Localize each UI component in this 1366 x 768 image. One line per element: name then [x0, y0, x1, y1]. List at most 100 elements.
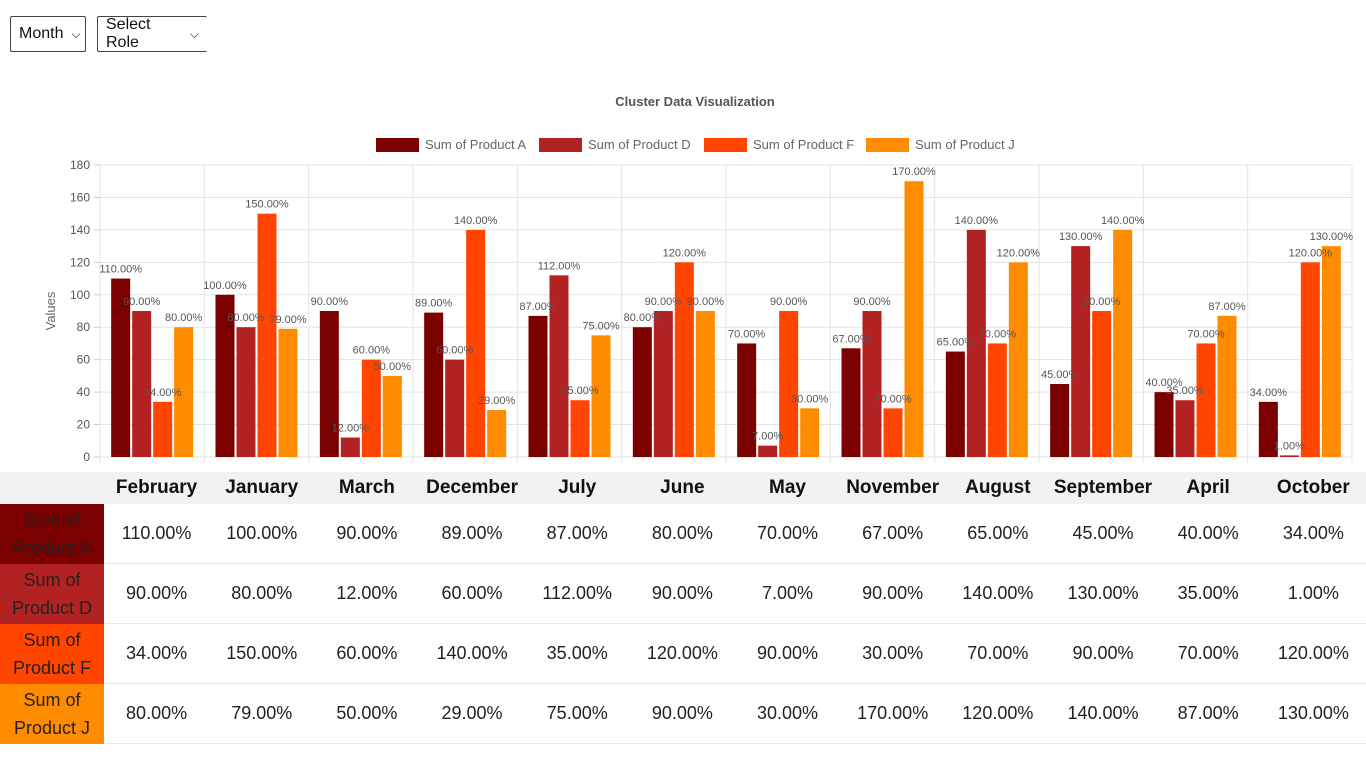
table-cell: 29.00% [419, 683, 525, 744]
table-cell: 140.00% [945, 563, 1051, 624]
bar [1300, 262, 1320, 457]
table-column-header: December [419, 472, 525, 504]
legend-label: Sum of Product A [425, 137, 526, 152]
table-cell: 80.00% [104, 683, 210, 744]
table-cell: 112.00% [524, 563, 630, 624]
bar-data-label: 90.00% [1083, 296, 1121, 308]
bar-data-label: 80.00% [624, 312, 662, 324]
bar-data-label: 70.00% [979, 328, 1017, 340]
bar [1217, 315, 1237, 457]
bar-data-label: 30.00% [791, 393, 829, 405]
table-cell: 67.00% [840, 504, 946, 564]
table-cell: 130.00% [1050, 563, 1156, 624]
table-cell: 80.00% [209, 563, 315, 624]
bar [779, 311, 799, 457]
bar [111, 278, 131, 457]
bar-data-label: 1.00% [1274, 440, 1305, 452]
bar-data-label: 67.00% [832, 333, 870, 345]
bar-data-label: 12.00% [332, 423, 370, 435]
bar [1092, 311, 1112, 457]
bar-data-label: 140.00% [1101, 215, 1145, 227]
bar-data-label: 35.00% [1166, 385, 1204, 397]
bar-data-label: 150.00% [245, 199, 289, 211]
table-cell: 90.00% [104, 563, 210, 624]
table-row: Sum of Product J 80.00% 79.00% 50.00% 29.00%… [0, 683, 1366, 744]
bar-data-label: 130.00% [1310, 231, 1354, 243]
table-column-header: March [314, 472, 420, 504]
table-row: Sum of Product A 110.00% 100.00% 90.00% 89.0… [0, 504, 1366, 564]
bar-data-label: 87.00% [519, 301, 557, 313]
bar-data-label: 70.00% [1187, 328, 1225, 340]
y-tick-label: 60 [77, 353, 91, 367]
role-select[interactable]: Select Role ⌵ [97, 16, 207, 52]
bar [1196, 343, 1216, 457]
table-cell: 110.00% [104, 504, 210, 564]
table-cell: 90.00% [629, 563, 735, 624]
data-table: February January March December July June May N… [0, 472, 1366, 744]
bar [883, 408, 903, 457]
bar-data-label: 50.00% [374, 361, 412, 373]
y-tick-label: 20 [77, 418, 91, 432]
chart-data-labels: 110.00% 90.00% 34.00% 80.00% 100.00% 80.00% 15… [99, 166, 1353, 452]
table-cell: 120.00% [629, 623, 735, 684]
bar-data-label: 100.00% [203, 280, 247, 292]
table-cell: 50.00% [314, 683, 420, 744]
table-header-row: February January March December July June May N… [0, 472, 1366, 504]
bar [132, 311, 152, 457]
table-body: Sum of Product A 110.00% 100.00% 90.00% 89.0… [0, 504, 1366, 744]
table-column-header: January [209, 472, 315, 504]
table-cell: 79.00% [209, 683, 315, 744]
table-row: Sum of Product D 90.00% 80.00% 12.00% 60.00%… [0, 563, 1366, 624]
table-column-header: August [945, 472, 1051, 504]
table-cell: 140.00% [1050, 683, 1156, 744]
table-cell: 150.00% [209, 623, 315, 684]
bar-data-label: 29.00% [478, 395, 516, 407]
table-cell: 12.00% [314, 563, 420, 624]
bar-data-label: 34.00% [144, 387, 182, 399]
bar-data-label: 60.00% [436, 345, 474, 357]
y-tick-label: 120 [70, 255, 90, 269]
table-cell: 30.00% [734, 683, 841, 744]
bar [966, 229, 986, 457]
role-select-label: Select Role [106, 16, 151, 51]
bar [236, 327, 256, 457]
bar [1050, 384, 1070, 457]
bar [1071, 246, 1091, 457]
table-cell: 120.00% [945, 683, 1051, 744]
table-cell: 170.00% [840, 683, 946, 744]
bar [1154, 392, 1174, 457]
table-cell: 35.00% [1155, 563, 1261, 624]
bar-data-label: 140.00% [454, 215, 498, 227]
bar [1113, 229, 1133, 457]
bar-data-label: 130.00% [1059, 231, 1103, 243]
table-cell: 120.00% [1260, 623, 1366, 684]
legend-swatch [866, 138, 909, 152]
y-tick-label: 80 [77, 320, 91, 334]
bar-data-label: 120.00% [997, 247, 1041, 259]
bar [1175, 400, 1195, 457]
table-row-header: Sum of Product D [0, 563, 104, 624]
bar-data-label: 75.00% [582, 320, 620, 332]
table-column-header: April [1155, 472, 1261, 504]
bar-data-label: 90.00% [687, 296, 725, 308]
legend-label: Sum of Product D [588, 137, 691, 152]
bar-data-label: 45.00% [1041, 369, 1079, 381]
bar [487, 409, 507, 457]
month-select[interactable]: Month ⌵ [10, 16, 86, 52]
bar-data-label: 90.00% [770, 296, 808, 308]
bar [632, 327, 652, 457]
y-tick-label: 180 [70, 158, 90, 172]
bar-data-label: 170.00% [892, 166, 936, 178]
bar [466, 229, 486, 457]
table-row-header: Sum of Product F [0, 623, 104, 684]
bar-data-label: 79.00% [269, 314, 307, 326]
chart-legend: Sum of Product A Sum of Product D Sum of P… [376, 137, 1015, 152]
table-cell: 89.00% [419, 504, 525, 564]
bar [737, 343, 757, 457]
y-axis-label: Values [43, 291, 58, 330]
bar-data-label: 90.00% [311, 296, 349, 308]
table-cell: 90.00% [840, 563, 946, 624]
chart-title: Cluster Data Visualization [615, 94, 774, 109]
y-tick-label: 160 [70, 190, 90, 204]
y-tick-label: 0 [83, 450, 90, 464]
